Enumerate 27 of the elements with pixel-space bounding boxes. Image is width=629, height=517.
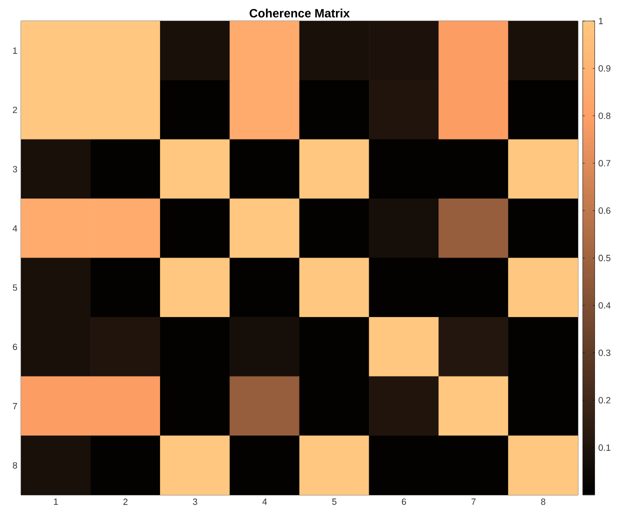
chart-title: Coherence Matrix (250, 8, 350, 18)
y-tick-label: 4 (12, 225, 18, 232)
color-bar-label: 0.5 (598, 254, 610, 262)
x-tick-label: 6 (402, 498, 406, 505)
x-tick-label: 7 (472, 498, 476, 505)
color-bar-label: 0.4 (598, 302, 611, 309)
y-tick-label: 6 (12, 344, 18, 350)
color-bar-label: 0.7 (598, 160, 610, 166)
color-bar-label: 0.8 (598, 112, 610, 119)
color-bar-label: 1 (598, 18, 603, 24)
y-tick-label: 5 (12, 284, 18, 291)
color-bar-label: 0.3 (598, 350, 610, 356)
y-tick-label: 3 (12, 166, 18, 172)
x-tick-label: 4 (262, 498, 267, 505)
x-tick-label: 5 (332, 498, 336, 505)
x-tick-label: 3 (192, 498, 198, 505)
y-tick-label: 8 (12, 462, 18, 469)
y-tick-label: 1 (13, 48, 18, 54)
y-tick-label: 2 (12, 106, 18, 114)
color-bar-label: 0.9 (598, 65, 610, 72)
x-tick-label: 2 (123, 498, 128, 505)
x-tick-label: 8 (541, 498, 546, 505)
x-tick-label: 1 (54, 498, 58, 505)
color-bar-label: 0.1 (598, 444, 610, 451)
color-bar-label: 0.2 (598, 397, 610, 404)
y-tick-label: 7 (12, 403, 18, 410)
color-bar-label: 0.6 (598, 207, 610, 214)
